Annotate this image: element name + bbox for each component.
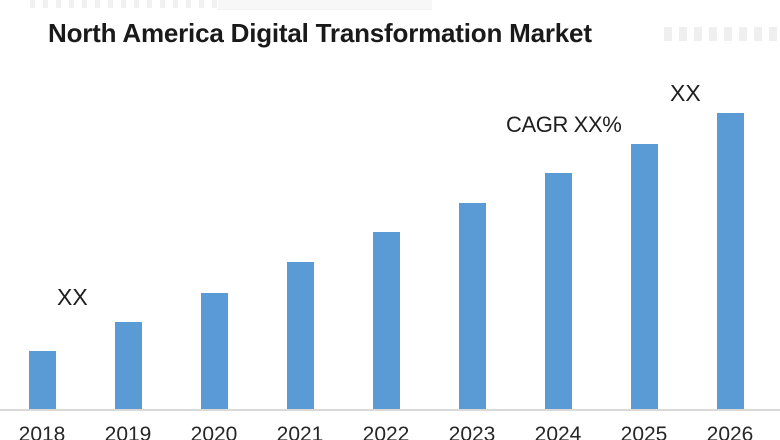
bar-2022 (372, 232, 400, 409)
data-label-2026: XX (670, 80, 701, 106)
x-axis-label-2023: 2023 (448, 423, 496, 440)
x-axis-label-2026: 2026 (706, 423, 754, 440)
x-axis-label-2018: 2018 (18, 423, 66, 440)
bar-2025 (630, 144, 658, 409)
x-axis-line (0, 409, 780, 411)
bar-2018 (28, 351, 56, 409)
x-axis-label-2024: 2024 (534, 423, 582, 440)
cropped-header-artifact (30, 0, 218, 8)
bar-2024 (544, 173, 572, 409)
bar-2020 (200, 293, 228, 409)
x-axis-label-2025: 2025 (620, 423, 668, 440)
bar-2019 (114, 322, 142, 409)
bar-2021 (286, 262, 314, 409)
cropped-header-artifact-highlight (218, 0, 432, 10)
x-axis-label-2020: 2020 (190, 423, 238, 440)
bar-2026 (716, 113, 744, 409)
x-axis-label-2022: 2022 (362, 423, 410, 440)
x-axis-label-2021: 2021 (276, 423, 324, 440)
chart-title: North America Digital Transformation Mar… (48, 18, 592, 48)
bar-2023 (458, 203, 486, 409)
cagr-annotation: CAGR XX% (506, 112, 622, 137)
title-ghost-marks (664, 27, 778, 41)
x-axis-label-2019: 2019 (104, 423, 152, 440)
data-label-2018: XX (57, 284, 88, 310)
